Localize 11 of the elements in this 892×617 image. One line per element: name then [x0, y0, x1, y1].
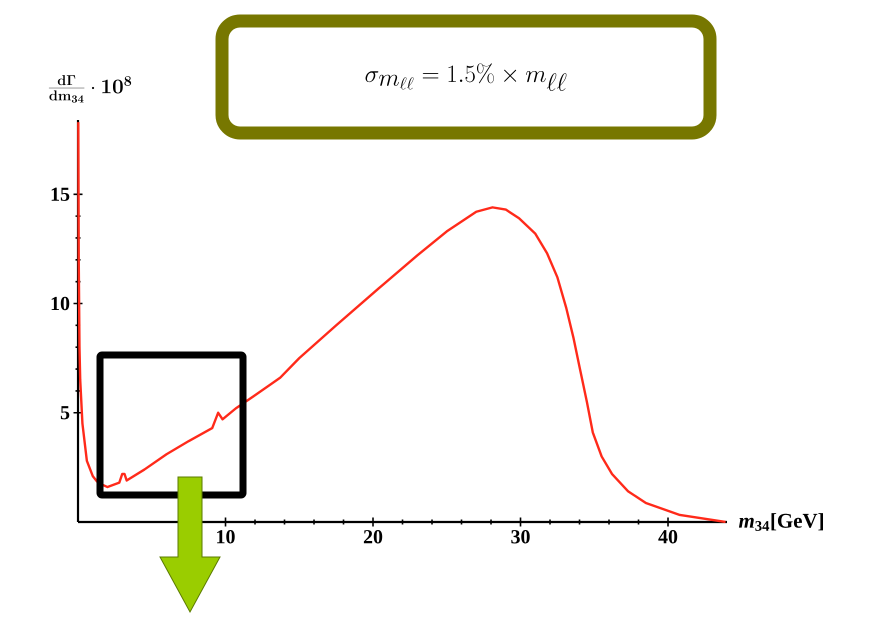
y-axis-title: $\frac{\mathbf{d\Gamma}}{\mathbf{dm_{34}}}\cdot\mathbf{10^{8}}$ [48, 75, 132, 103]
x-tick-label: 10 [217, 530, 235, 544]
y-tick-label: 5 [60, 406, 70, 420]
y-tick-label: 10 [52, 296, 70, 310]
x-tick-label: 20 [364, 530, 382, 544]
x-tick-label: 40 [658, 530, 678, 544]
y-tick-label: 15 [52, 188, 70, 201]
line-series [77, 120, 727, 524]
text: $\sigma_{m_{\ell\ell}} = 1.5\% \times m_{\ell\ell}$ [366, 63, 566, 91]
x-axis-title: m$_{34}$[GeV] [738, 513, 824, 531]
x-tick-label: 30 [511, 530, 530, 544]
